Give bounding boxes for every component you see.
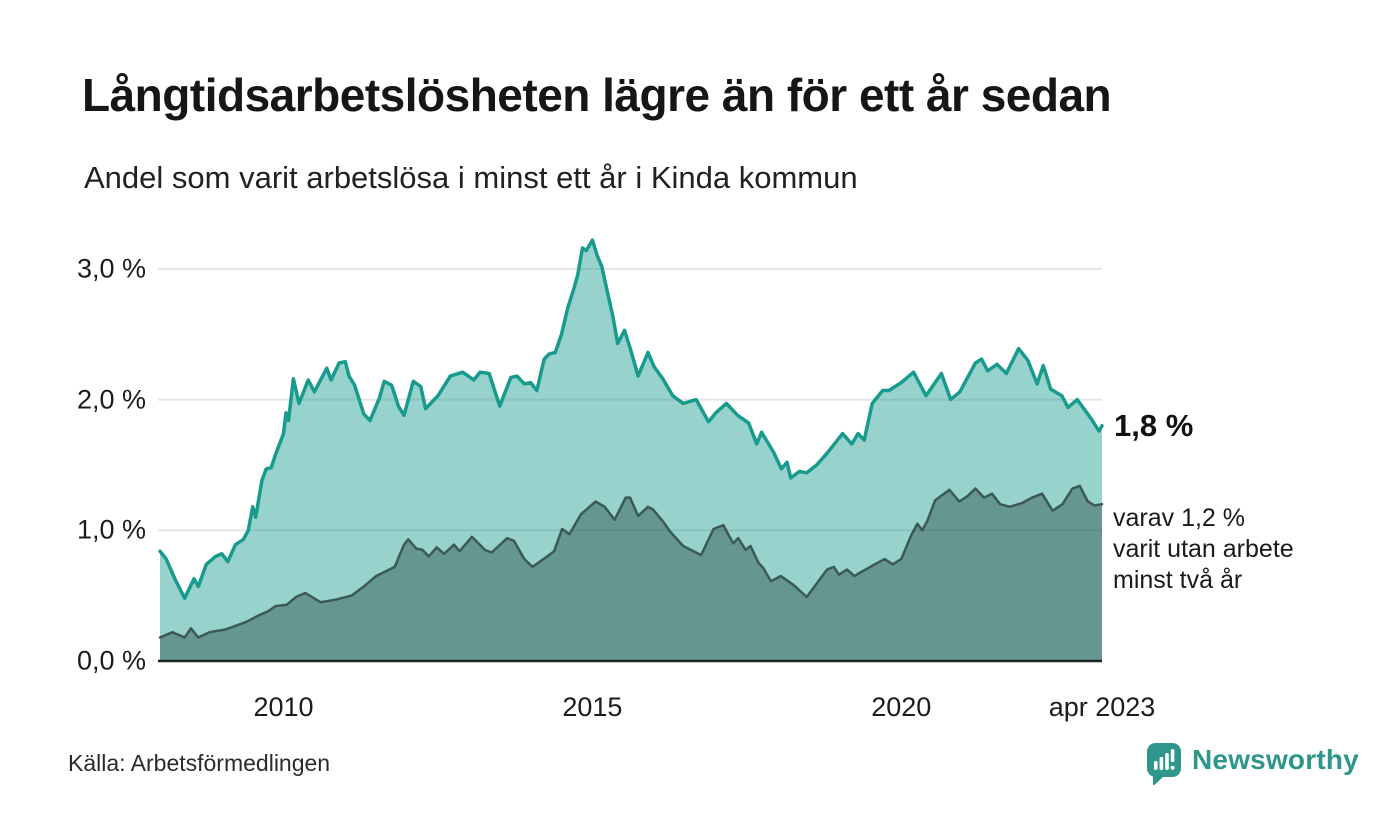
x-tick-label: apr 2023 (1048, 692, 1156, 722)
brand-name: Newsworthy (1192, 744, 1359, 775)
page-title: Långtidsarbetslösheten lägre än för ett … (82, 69, 1112, 121)
newsworthy-bubble-chart-icon (1147, 743, 1181, 786)
brand-logo: Newsworthy (1146, 742, 1359, 786)
chart-subtitle: Andel som varit arbetslösa i minst ett å… (84, 160, 858, 195)
y-tick-label: 3,0 % (76, 253, 146, 284)
subset-annotation-line3: minst två år (1113, 566, 1243, 594)
subset-annotation: varav 1,2 % varit utan arbete minst två … (1113, 503, 1343, 596)
y-tick-label: 1,0 % (76, 514, 146, 545)
subset-annotation-line1: varav 1,2 % (1113, 504, 1246, 532)
subset-annotation-line2: varit utan arbete (1113, 535, 1294, 563)
y-tick-label: 0,0 % (76, 645, 146, 676)
x-tick-label: 2010 (253, 692, 314, 722)
x-tick-label: 2015 (562, 692, 623, 722)
latest-value-label: 1,8 % (1114, 408, 1194, 443)
x-tick-label: 2020 (871, 692, 932, 722)
source-caption: Källa: Arbetsförmedlingen (68, 750, 331, 776)
y-tick-label: 2,0 % (76, 384, 146, 415)
